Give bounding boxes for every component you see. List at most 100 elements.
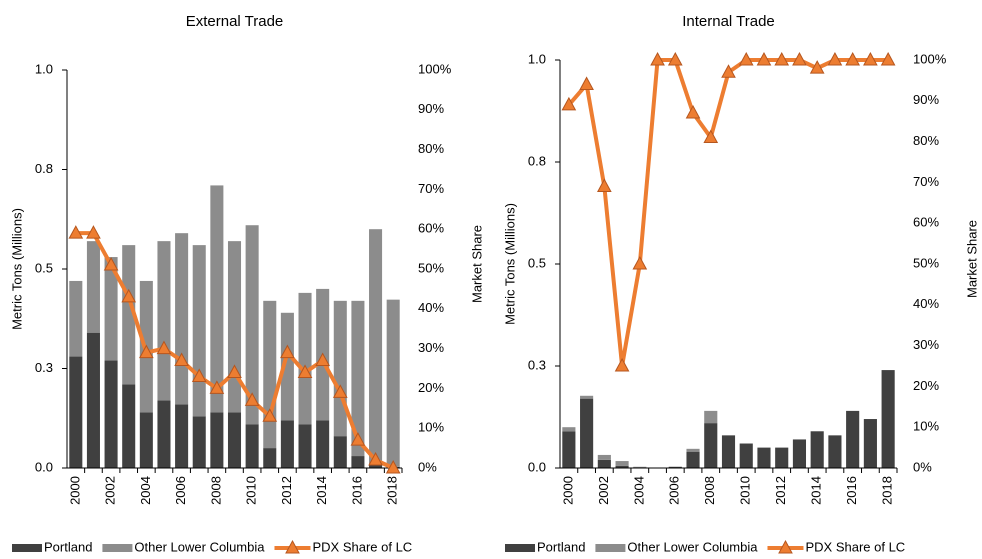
legend-label: Other Lower Columbia [627, 539, 758, 554]
bar-segment [686, 448, 700, 452]
line-marker [561, 96, 577, 111]
x-tick-label: 2000 [560, 476, 575, 505]
bar-segment [210, 185, 224, 413]
y-tick-label: 0.0 [35, 459, 53, 474]
y2-tick-label: 0% [913, 459, 932, 474]
x-tick-label: 2010 [244, 476, 259, 505]
legend-label: Portland [537, 539, 585, 554]
line-marker [121, 288, 137, 303]
x-tick-label: 2014 [314, 476, 329, 505]
bar-segment [333, 300, 347, 437]
y-tick-label: 0.5 [35, 260, 53, 275]
x-tick-label: 2006 [173, 476, 188, 505]
x-tick-label: 2008 [702, 476, 717, 505]
line-marker [650, 51, 665, 66]
line-marker [845, 51, 860, 66]
bar-segment [846, 410, 860, 468]
y2-tick-label: 90% [913, 92, 939, 107]
bar-segment [175, 404, 189, 468]
y2-tick-label: 20% [913, 378, 939, 393]
legend-label: PDX Share of LC [312, 539, 412, 554]
legend-swatch [505, 544, 535, 552]
y-axis-title: Metric Tons (Millions) [9, 208, 24, 330]
y-tick-label: 0.0 [528, 459, 546, 474]
line-marker [244, 392, 260, 406]
bar-segment [686, 451, 700, 468]
legend-swatch [102, 544, 133, 552]
line-marker [778, 539, 793, 554]
y2-tick-label: 0% [418, 459, 437, 474]
y2-tick-label: 50% [913, 255, 939, 270]
bar-segment [615, 461, 629, 466]
bar-segment [104, 360, 118, 468]
y2-tick-label: 90% [418, 101, 444, 116]
line-marker [297, 364, 313, 378]
bar-segment [69, 280, 83, 357]
line-marker [86, 225, 101, 239]
x-tick-label: 2010 [738, 476, 753, 505]
line-marker [332, 384, 348, 398]
y2-tick-label: 70% [418, 181, 444, 196]
y2-tick-label: 20% [418, 380, 444, 395]
y2-tick-label: 80% [418, 141, 444, 156]
bar-segment [157, 400, 171, 468]
bar-segment [775, 447, 789, 468]
line-marker [685, 104, 701, 119]
bar-segment [192, 416, 206, 468]
y2-tick-label: 50% [418, 260, 444, 275]
bar-segment [104, 257, 118, 361]
line-marker [809, 60, 825, 74]
line-marker [579, 76, 594, 90]
bar-segment [192, 245, 206, 417]
y2-tick-label: 40% [913, 296, 939, 311]
bar-segment [580, 398, 594, 468]
y2-tick-label: 70% [913, 174, 939, 189]
x-tick-label: 2012 [773, 476, 788, 505]
y2-tick-label: 30% [418, 340, 444, 355]
bar-segment [227, 412, 242, 468]
bar-segment [562, 427, 576, 432]
line-marker [315, 352, 330, 367]
chart-panel: External Trade Metric Tons (Millions) Mark… [9, 13, 484, 554]
bar-segment [280, 420, 294, 468]
line-marker [632, 255, 648, 270]
y2-axis-title: Market Share [469, 225, 484, 303]
y-tick-label: 0.5 [528, 255, 546, 270]
bar-segment [668, 466, 682, 468]
bar-segment [245, 424, 259, 468]
bar-segment [333, 436, 347, 468]
y-tick-label: 1.0 [528, 51, 546, 66]
bar-segment [597, 459, 611, 468]
bar-segment [351, 456, 365, 468]
bar-segment [245, 225, 259, 425]
y-tick-label: 1.0 [35, 61, 53, 76]
x-tick-label: 2002 [596, 476, 611, 505]
line-marker [227, 364, 242, 378]
y2-tick-label: 60% [913, 215, 939, 230]
line-marker [156, 340, 172, 355]
chart-panel: Internal Trade Metric Tons (Millions) Mark… [502, 13, 979, 554]
legend-label: PDX Share of LC [805, 539, 905, 554]
bar-segment [280, 312, 294, 421]
bar-segment [351, 300, 365, 457]
x-tick-label: 2000 [67, 476, 82, 505]
share-line [567, 58, 889, 368]
bar-segment [122, 245, 136, 385]
bar-segment [263, 300, 277, 449]
y-tick-label: 0.8 [35, 161, 53, 176]
bar-segment [210, 412, 224, 468]
line-marker [863, 51, 878, 66]
line-marker [880, 51, 896, 66]
x-tick-label: 2004 [138, 476, 153, 505]
line-marker [667, 51, 683, 66]
bar-segment [86, 332, 100, 468]
bar-segment [580, 395, 594, 399]
y2-tick-label: 100% [418, 61, 452, 76]
line-marker [68, 225, 84, 239]
bar-segment [615, 465, 629, 468]
bar-segment [298, 292, 312, 425]
x-tick-label: 2004 [631, 476, 646, 505]
line-marker [191, 368, 207, 382]
line-marker [703, 129, 719, 144]
